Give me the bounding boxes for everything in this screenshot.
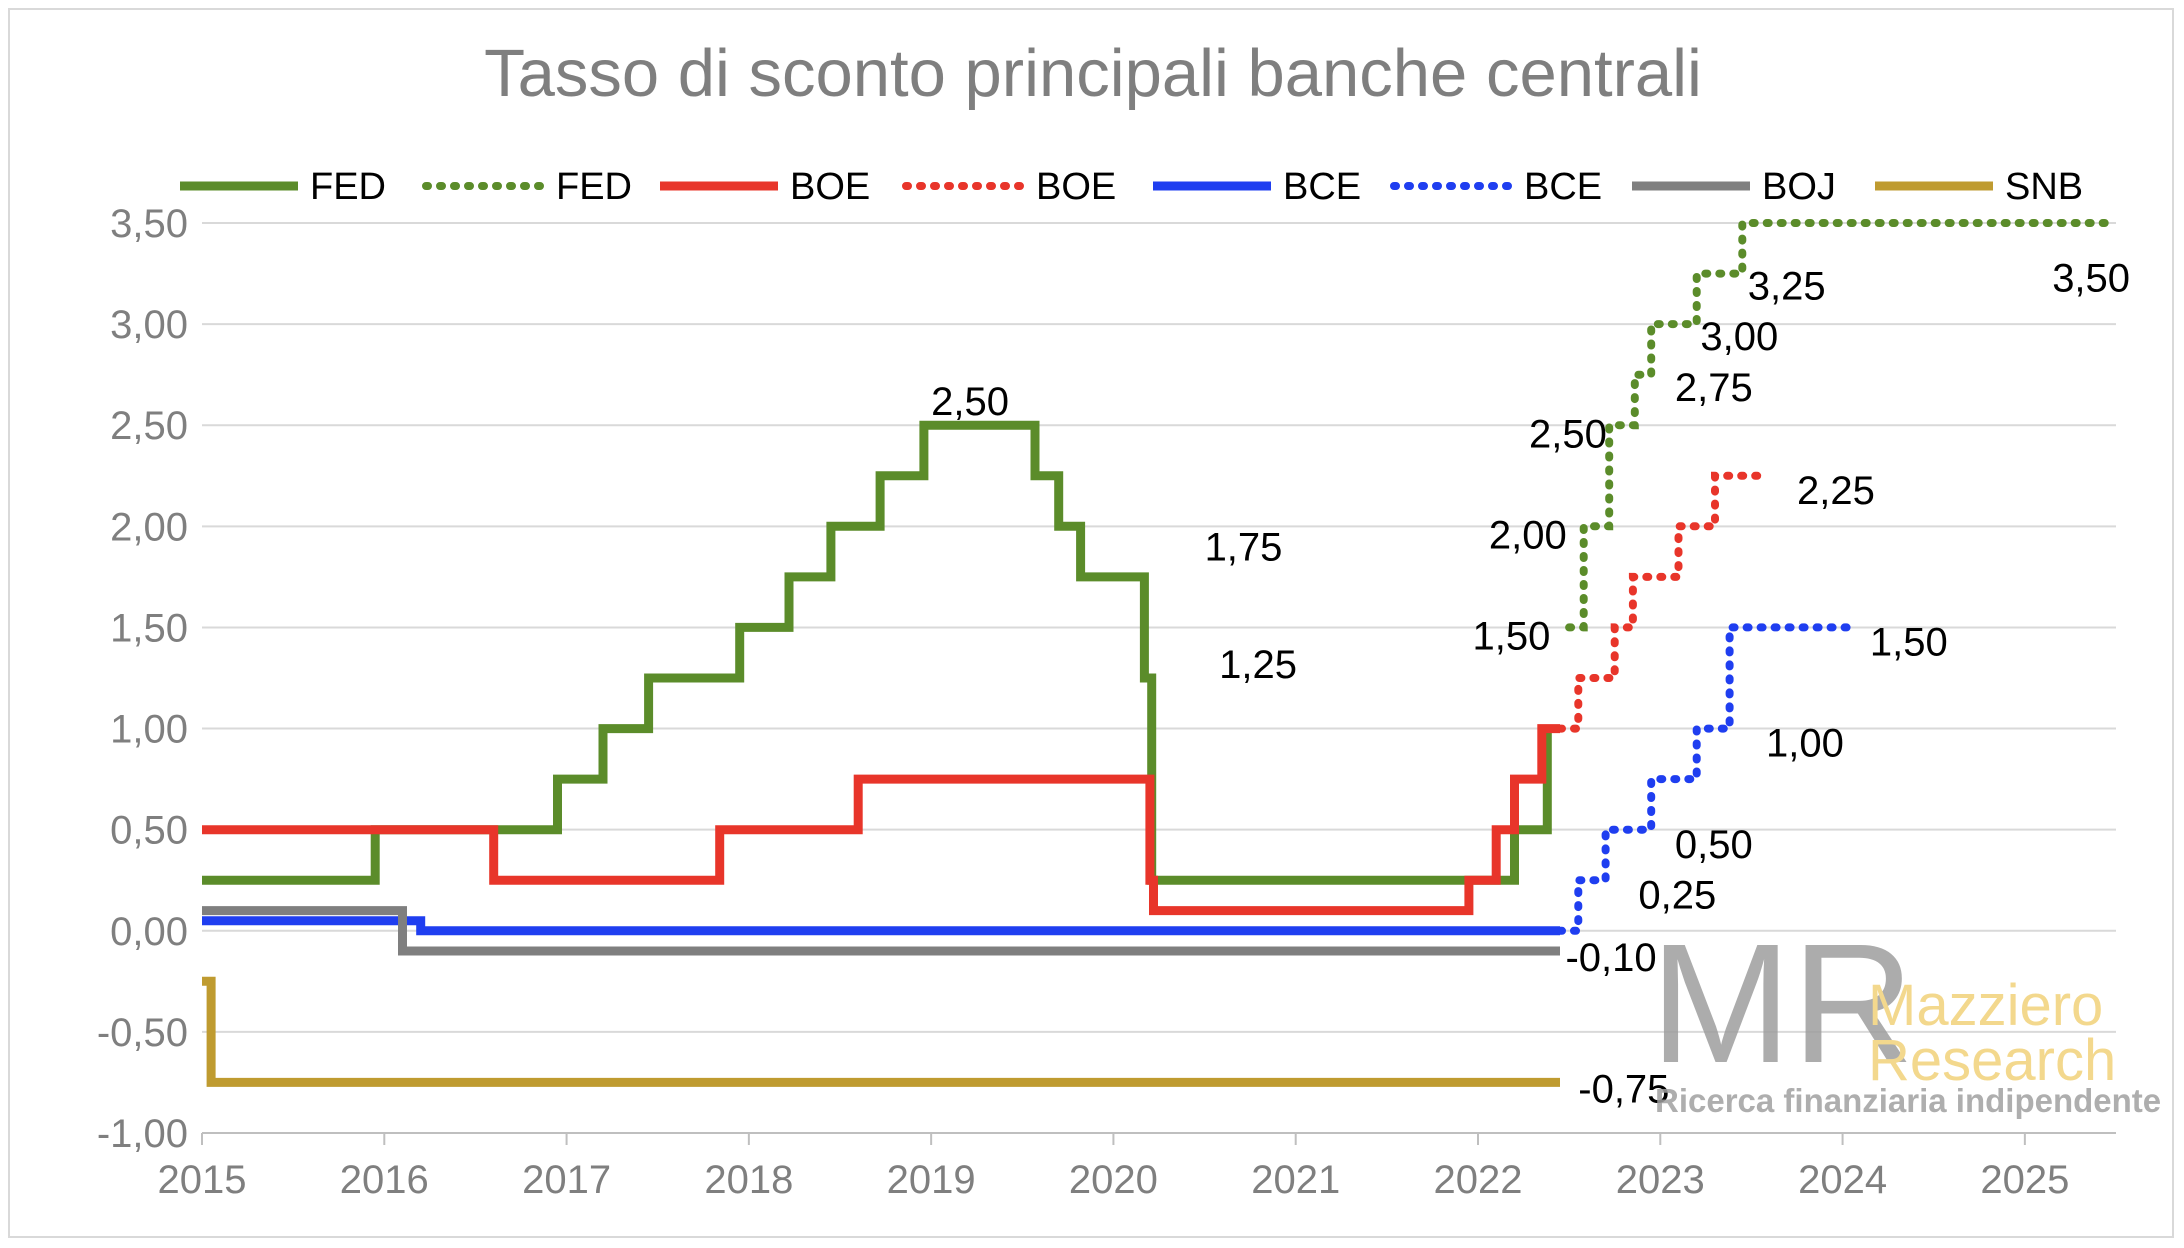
data-label: -0,75 xyxy=(1578,1068,1669,1112)
watermark-mr: MR xyxy=(1650,909,1914,1099)
y-tick-label: 3,00 xyxy=(110,303,188,347)
data-label: 3,25 xyxy=(1748,265,1826,309)
series-line-snb-solid xyxy=(202,976,1560,1087)
x-tick-label: 2015 xyxy=(158,1158,247,1202)
data-label: 0,50 xyxy=(1675,823,1753,867)
annotations: 2,50 1,75 1,25 -0,10 -0,75 1,50 2,00 2,50 2,75 3,… xyxy=(931,257,2130,1112)
x-tick-label: 2024 xyxy=(1798,1158,1887,1202)
legend-label-boe: BOE xyxy=(790,166,870,208)
data-label: 0,25 xyxy=(1638,873,1716,917)
series-line-boe-solid xyxy=(202,724,1560,916)
y-tick-label: 3,50 xyxy=(110,202,188,246)
series-line-fed-solid xyxy=(202,420,1552,885)
x-tick-label: 2020 xyxy=(1069,1158,1158,1202)
legend-label-bce: BCE xyxy=(1524,166,1602,208)
x-tick-label: 2023 xyxy=(1616,1158,1705,1202)
chart-container: Tasso di sconto principali banche centra… xyxy=(8,8,2174,1238)
data-label: 1,50 xyxy=(1473,615,1551,659)
y-tick-label: 1,00 xyxy=(110,708,188,752)
x-tick-label: 2021 xyxy=(1251,1158,1340,1202)
x-tick-label: 2025 xyxy=(1980,1158,2069,1202)
chart-title: Tasso di sconto principali banche centra… xyxy=(484,36,1702,111)
watermark-name-line2: Research xyxy=(1868,1028,2116,1093)
x-tick-label: 2018 xyxy=(704,1158,793,1202)
watermark-tagline: Ricerca finanziaria indipendente xyxy=(1655,1082,2161,1119)
data-label: 1,25 xyxy=(1219,643,1297,687)
legend-label-snb: SNB xyxy=(2005,166,2083,208)
y-tick-label: 2,50 xyxy=(110,404,188,448)
x-tick-label: 2022 xyxy=(1434,1158,1523,1202)
data-label: -0,10 xyxy=(1565,936,1656,980)
y-tick-label: 0,00 xyxy=(110,910,188,954)
y-tick-label: -1,00 xyxy=(97,1112,188,1156)
data-label: 1,00 xyxy=(1766,722,1844,766)
series-line-boj-solid xyxy=(202,906,1560,956)
legend-label-bce: BCE xyxy=(1283,166,1361,208)
data-label: 3,50 xyxy=(2052,257,2130,301)
series-line-fed-dotted xyxy=(1565,219,2120,632)
series-layer xyxy=(202,219,2120,1087)
data-label: 2,50 xyxy=(931,380,1009,424)
y-tick-label: 1,50 xyxy=(110,606,188,650)
legend-label-fed: FED xyxy=(556,166,632,208)
data-label: 2,75 xyxy=(1675,366,1753,410)
legend: FED FED BOE BOE BCE BCE BOJ SNB xyxy=(180,166,2083,208)
data-label: 2,00 xyxy=(1489,513,1567,557)
x-tick-label: 2016 xyxy=(340,1158,429,1202)
data-label: 2,50 xyxy=(1529,412,1607,456)
data-label: 1,50 xyxy=(1870,621,1948,665)
axes: 3,50 3,00 2,50 2,00 1,50 1,00 0,50 0,00 -0,50 -1,… xyxy=(97,202,2116,1202)
watermark-name-line1: Mazziero xyxy=(1868,973,2103,1038)
watermark-logo: MR Mazziero Research Ricerca finanziaria… xyxy=(1650,909,2161,1119)
x-tick-label: 2019 xyxy=(887,1158,976,1202)
y-tick-label: 0,50 xyxy=(110,809,188,853)
series-line-bce-solid xyxy=(202,916,1560,936)
legend-label-fed: FED xyxy=(310,166,386,208)
legend-label-boe: BOE xyxy=(1036,166,1116,208)
y-tick-label: -0,50 xyxy=(97,1011,188,1055)
series-line-bce-dotted xyxy=(1556,623,1856,935)
x-tick-label: 2017 xyxy=(522,1158,611,1202)
legend-label-boj: BOJ xyxy=(1762,166,1836,208)
series-line-boe-dotted xyxy=(1556,471,1765,733)
y-tick-label: 2,00 xyxy=(110,505,188,549)
data-label: 1,75 xyxy=(1205,526,1283,570)
data-label: 2,25 xyxy=(1797,469,1875,513)
line-chart: Tasso di sconto principali banche centra… xyxy=(97,36,2161,1202)
data-label: 3,00 xyxy=(1700,315,1778,359)
